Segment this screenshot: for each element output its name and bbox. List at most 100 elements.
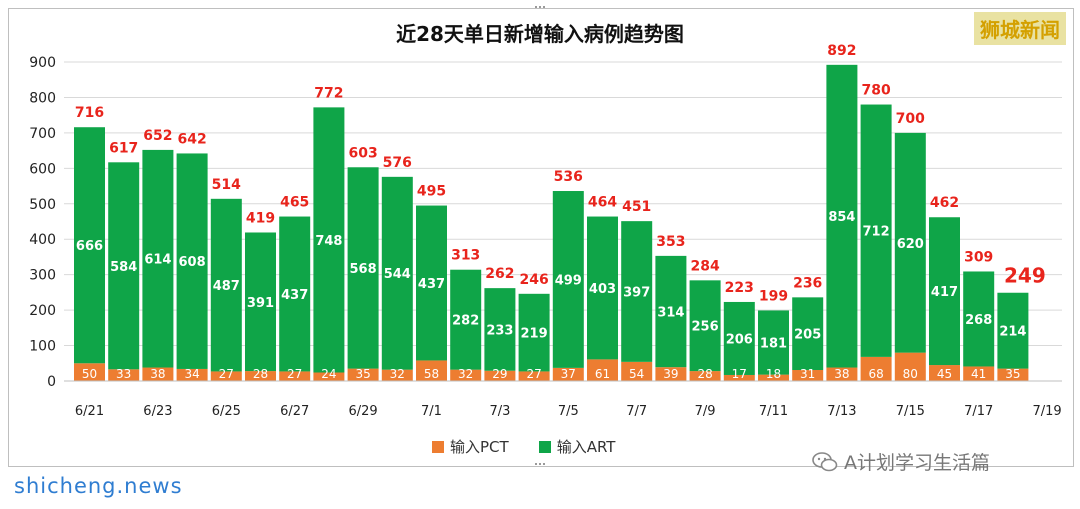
data-label-pct: 31 <box>800 367 815 381</box>
bar-pct <box>176 368 208 381</box>
data-label-total: 892 <box>827 43 856 59</box>
bar-art <box>279 216 311 372</box>
data-label-total: 313 <box>451 248 480 264</box>
data-label-pct: 50 <box>82 367 97 381</box>
bar-art <box>621 221 653 362</box>
data-label-pct: 61 <box>595 367 610 381</box>
data-label-art: 499 <box>555 273 582 288</box>
bar-art <box>74 127 105 364</box>
legend-swatch-pct <box>432 440 444 453</box>
resize-handle-bottom[interactable] <box>535 463 545 469</box>
data-label-art: 620 <box>897 237 924 252</box>
bar-art <box>176 153 208 369</box>
bar-art <box>416 205 447 361</box>
legend-label-pct: 输入PCT <box>450 438 509 456</box>
data-label-total: 642 <box>177 131 206 147</box>
data-label-pct: 35 <box>1005 367 1020 381</box>
bar-pct <box>74 363 105 381</box>
bar-pct <box>758 374 789 381</box>
data-label-art: 608 <box>179 255 206 270</box>
x-tick-label: 6/29 <box>348 404 377 419</box>
data-label-total: 716 <box>75 105 104 121</box>
wechat-icon <box>812 451 838 471</box>
data-label-art: 214 <box>999 325 1026 340</box>
bar-pct <box>860 356 892 381</box>
data-label-total: 514 <box>212 177 241 193</box>
data-label-art: 568 <box>350 262 377 277</box>
legend-item-pct: 输入PCT <box>432 436 509 457</box>
data-label-total: 464 <box>588 195 617 211</box>
data-label-pct: 27 <box>526 367 541 381</box>
data-label-pct: 27 <box>219 367 234 381</box>
x-tick-label: 6/23 <box>143 404 172 419</box>
bar-pct <box>689 371 721 381</box>
data-label-art: 748 <box>315 234 342 249</box>
resize-handle-top[interactable] <box>535 6 545 12</box>
data-label-pct: 34 <box>184 367 199 381</box>
data-label-total: 236 <box>793 275 822 291</box>
bar-art <box>381 176 413 370</box>
bar-art <box>313 107 345 373</box>
x-tick-label: 7/17 <box>964 404 993 419</box>
data-label-art: 314 <box>657 306 684 321</box>
bar-art <box>963 271 995 367</box>
data-label-total: 780 <box>861 83 890 99</box>
data-label-pct: 58 <box>424 367 439 381</box>
bar-art <box>860 104 892 357</box>
bar-pct <box>552 367 584 381</box>
data-label-art: 437 <box>281 288 308 303</box>
bar-art <box>929 217 960 366</box>
chart-legend: 输入PCT 输入ART <box>432 436 645 457</box>
legend-item-art: 输入ART <box>538 436 615 457</box>
bar-pct <box>484 370 516 381</box>
y-tick-label: 200 <box>29 303 56 319</box>
data-label-pct: 38 <box>150 367 165 381</box>
bar-pct <box>792 370 824 381</box>
data-label-pct: 68 <box>868 367 883 381</box>
data-label-pct: 28 <box>697 367 712 381</box>
bar-art <box>792 297 824 371</box>
bar-pct <box>655 367 687 381</box>
y-tick-label: 700 <box>29 126 56 142</box>
y-tick-label: 500 <box>29 197 56 213</box>
bar-pct <box>381 369 413 381</box>
data-label-pct: 37 <box>561 367 576 381</box>
bar-art <box>655 255 687 368</box>
bar-pct <box>313 372 345 381</box>
bar-pct <box>347 368 379 381</box>
watermark-badge: 狮城新闻 <box>974 12 1066 45</box>
data-label-pct: 54 <box>629 367 644 381</box>
data-label-total: 617 <box>109 140 138 156</box>
bar-pct <box>416 360 447 381</box>
wechat-attribution: A计划学习生活篇 <box>812 448 990 475</box>
x-tick-label: 6/25 <box>212 404 241 419</box>
bar-pct <box>587 359 618 381</box>
y-tick-label: 800 <box>29 90 56 106</box>
data-label-total: 576 <box>383 155 412 171</box>
bar-art <box>450 269 482 370</box>
data-label-art: 544 <box>384 267 411 282</box>
site-url[interactable]: shicheng.news <box>14 474 183 498</box>
data-label-total: 309 <box>964 249 993 265</box>
bar-art <box>997 292 1029 369</box>
data-label-pct: 45 <box>937 367 952 381</box>
x-tick-label: 7/9 <box>695 404 716 419</box>
data-label-total: 249 <box>1004 264 1046 288</box>
x-tick-label: 6/21 <box>75 404 104 419</box>
data-label-pct: 29 <box>492 367 507 381</box>
bar-pct <box>894 352 926 381</box>
data-label-total: 262 <box>485 266 514 282</box>
data-label-pct: 32 <box>390 367 405 381</box>
bar-art <box>689 280 721 372</box>
x-tick-label: 7/1 <box>421 404 442 419</box>
x-tick-label: 7/5 <box>558 404 579 419</box>
bar-pct <box>108 369 140 381</box>
bar-art <box>826 64 858 368</box>
bar-art <box>518 293 550 372</box>
bar-pct <box>723 374 755 381</box>
data-label-pct: 17 <box>732 367 747 381</box>
data-label-pct: 39 <box>663 367 678 381</box>
wechat-label: A计划学习生活篇 <box>844 452 990 474</box>
data-label-total: 199 <box>759 288 788 304</box>
data-label-pct: 35 <box>355 367 370 381</box>
